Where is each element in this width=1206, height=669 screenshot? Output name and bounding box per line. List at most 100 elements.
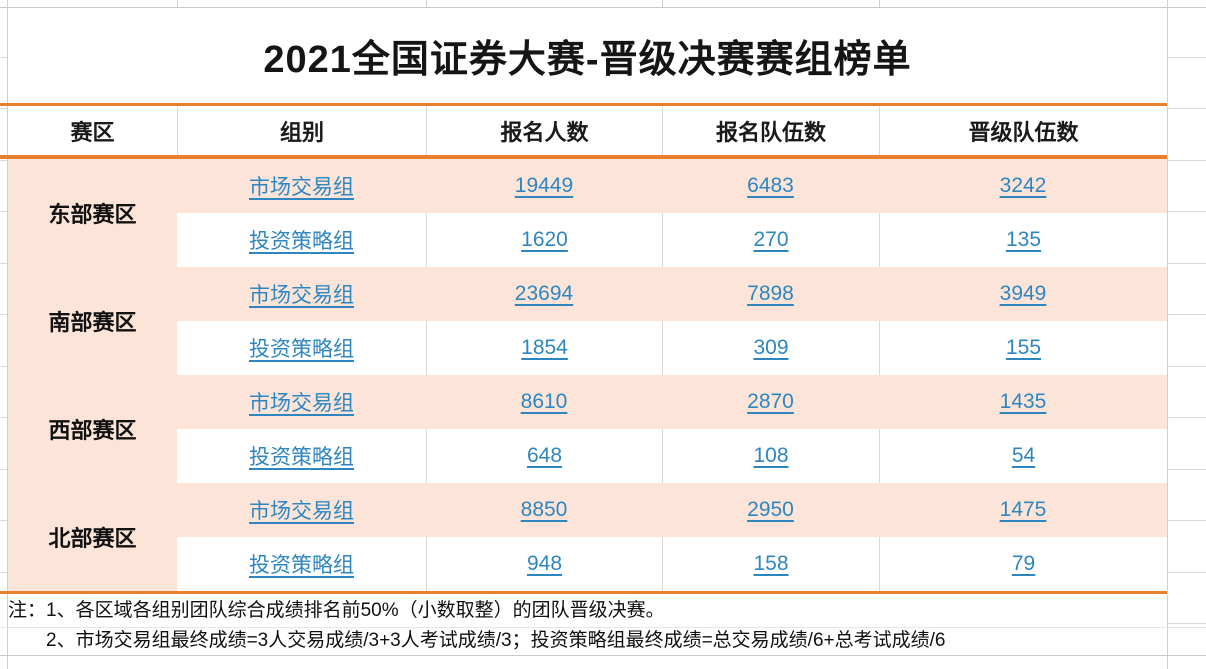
notes-divider-line	[0, 627, 1206, 628]
grid-top-line	[0, 7, 1206, 8]
left-strip-gridline	[0, 366, 7, 367]
grid-bottom-line	[0, 655, 1206, 656]
teams-link[interactable]: 2870	[747, 390, 794, 413]
advanced-cell: 135	[879, 213, 1167, 267]
teams-cell: 270	[662, 213, 879, 267]
page-title: 2021全国证券大赛-晋级决赛赛组榜单	[263, 39, 912, 81]
right-strip-gridline	[1168, 417, 1206, 418]
teams-cell: 7898	[662, 267, 879, 321]
teams-link[interactable]: 309	[753, 336, 789, 359]
advanced-link[interactable]: 3949	[999, 282, 1047, 305]
registrants-link[interactable]: 23694	[514, 282, 574, 305]
teams-cell: 2870	[662, 375, 879, 429]
advanced-cell: 54	[879, 429, 1167, 483]
group-cell: 市场交易组	[177, 375, 426, 429]
advanced-link[interactable]: 1475	[999, 498, 1047, 521]
group-cell: 投资策略组	[177, 321, 426, 375]
teams-link[interactable]: 6483	[747, 174, 794, 197]
region-cell: 东部赛区	[8, 159, 177, 267]
right-strip-gridline	[1168, 469, 1206, 470]
group-link[interactable]: 投资策略组	[249, 338, 354, 361]
header-cell-registrants: 报名人数	[426, 106, 662, 155]
advanced-cell: 155	[879, 321, 1167, 375]
right-strip-gridline	[1168, 160, 1206, 161]
group-link[interactable]: 市场交易组	[249, 392, 354, 415]
group-link[interactable]: 投资策略组	[249, 230, 354, 253]
right-strip-gridline	[1168, 211, 1206, 212]
advanced-cell: 3242	[879, 159, 1167, 213]
registrants-link[interactable]: 648	[526, 444, 563, 467]
grid-top-tick	[426, 0, 427, 7]
advanced-link[interactable]: 135	[1005, 228, 1042, 251]
teams-cell: 309	[662, 321, 879, 375]
region-cell: 西部赛区	[8, 375, 177, 483]
group-cell: 投资策略组	[177, 537, 426, 591]
right-strip-gridline	[1168, 623, 1206, 624]
region-cell: 北部赛区	[8, 483, 177, 591]
grid-top-tick	[177, 0, 178, 7]
header-cell-group: 组别	[177, 106, 426, 155]
right-strip-gridline	[1168, 520, 1206, 521]
advanced-link[interactable]: 54	[1011, 444, 1036, 467]
left-strip-gridline	[0, 160, 7, 161]
teams-link[interactable]: 2950	[747, 498, 794, 521]
table-area: 2021全国证券大赛-晋级决赛赛组榜单	[8, 8, 1167, 103]
group-cell: 市场交易组	[177, 159, 426, 213]
left-strip-gridline	[0, 108, 7, 109]
registrants-link[interactable]: 8850	[520, 498, 568, 521]
right-strip-gridline	[1168, 572, 1206, 573]
table-body: 东部赛区 市场交易组 19449 6483 3242 投资策略组 1620 27…	[8, 159, 1167, 591]
advanced-cell: 1475	[879, 483, 1167, 537]
registrants-cell: 23694	[426, 267, 662, 321]
registrants-link[interactable]: 8610	[520, 390, 568, 413]
left-strip-gridline	[0, 520, 7, 521]
registrants-cell: 948	[426, 537, 662, 591]
teams-link[interactable]: 270	[753, 228, 789, 251]
advanced-link[interactable]: 1435	[999, 390, 1047, 413]
teams-cell: 108	[662, 429, 879, 483]
teams-link[interactable]: 158	[753, 552, 789, 575]
teams-cell: 158	[662, 537, 879, 591]
registrants-cell: 1854	[426, 321, 662, 375]
teams-link[interactable]: 108	[753, 444, 789, 467]
group-cell: 市场交易组	[177, 483, 426, 537]
region-cell: 南部赛区	[8, 267, 177, 375]
header-cell-teams: 报名队伍数	[662, 106, 879, 155]
grid-top-tick	[879, 0, 880, 7]
right-strip-gridline	[1168, 263, 1206, 264]
group-link[interactable]: 投资策略组	[249, 446, 354, 469]
advanced-link[interactable]: 79	[1011, 552, 1036, 575]
advanced-cell: 3949	[879, 267, 1167, 321]
left-strip-gridline	[0, 211, 7, 212]
footnote-line: 2、市场交易组最终成绩=3人交易成绩/3+3人考试成绩/3；投资策略组最终成绩=…	[46, 630, 946, 651]
advanced-link[interactable]: 3242	[999, 174, 1047, 197]
registrants-link[interactable]: 1620	[521, 228, 568, 251]
grid-right-line	[1167, 0, 1168, 669]
registrants-cell: 648	[426, 429, 662, 483]
right-strip-gridline	[1168, 366, 1206, 367]
group-cell: 投资策略组	[177, 429, 426, 483]
teams-link[interactable]: 7898	[747, 282, 794, 305]
group-link[interactable]: 市场交易组	[249, 176, 354, 199]
group-link[interactable]: 市场交易组	[249, 284, 354, 307]
teams-cell: 2950	[662, 483, 879, 537]
registrants-link[interactable]: 1854	[521, 336, 568, 359]
accent-rule-under-table	[0, 591, 1167, 594]
header-cell-advanced: 晋级队伍数	[879, 106, 1167, 155]
footnote-line: 注：1、各区域各组别团队综合成绩排名前50%（小数取整）的团队晋级决赛。	[8, 600, 665, 621]
group-link[interactable]: 投资策略组	[249, 554, 354, 577]
header-cell-region: 赛区	[8, 106, 177, 155]
group-cell: 市场交易组	[177, 267, 426, 321]
table-header-row: 赛区 组别 报名人数 报名队伍数 晋级队伍数	[8, 106, 1167, 155]
title-row: 2021全国证券大赛-晋级决赛赛组榜单	[8, 8, 1167, 103]
advanced-cell: 79	[879, 537, 1167, 591]
accent-rule-under-header	[0, 155, 1167, 159]
registrants-link[interactable]: 948	[526, 552, 563, 575]
registrants-link[interactable]: 19449	[514, 174, 574, 197]
advanced-link[interactable]: 155	[1005, 336, 1042, 359]
left-strip-gridline	[0, 469, 7, 470]
left-strip-gridline	[0, 263, 7, 264]
group-link[interactable]: 市场交易组	[249, 500, 354, 523]
right-strip-gridline	[1168, 108, 1206, 109]
